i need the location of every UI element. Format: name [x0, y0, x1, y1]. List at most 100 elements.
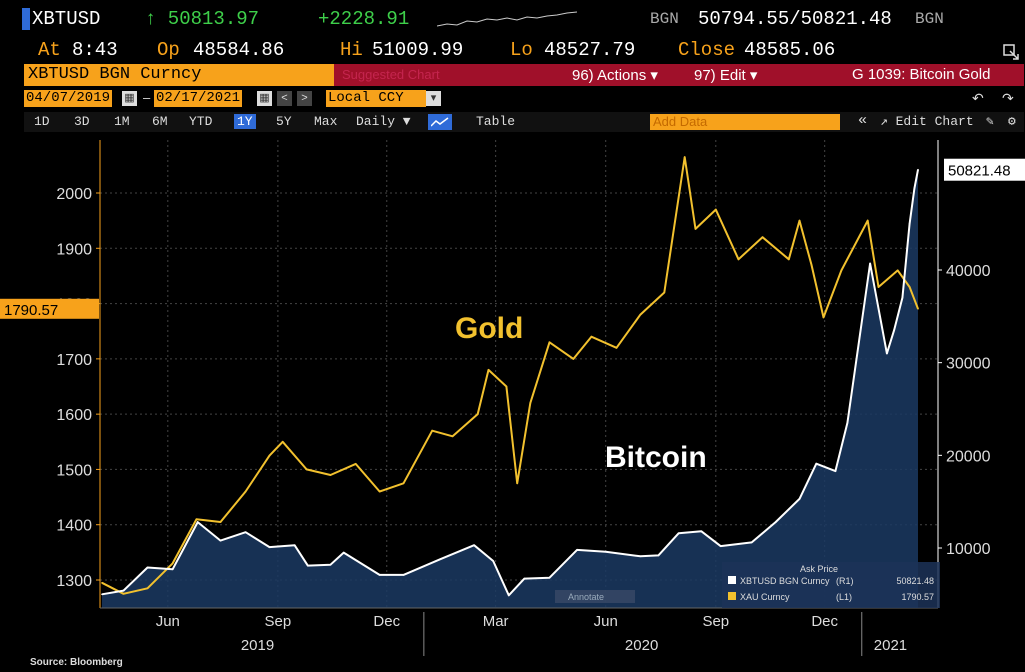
period-6m[interactable]: 6M: [152, 114, 168, 129]
x-month-label: Jun: [594, 613, 618, 630]
ticker-marker: [22, 8, 30, 30]
bitcoin-point: [171, 568, 174, 571]
bitcoin-point: [677, 532, 680, 534]
annotate-label: Annotate: [568, 592, 604, 602]
gold-point: [737, 258, 740, 261]
gold-point: [171, 562, 174, 565]
source-note: Source: Bloomberg: [30, 657, 123, 668]
left-tick-label: 1700: [56, 352, 92, 369]
left-tick-label: 1600: [56, 407, 92, 424]
gold-point: [810, 264, 813, 266]
last-price: ↑ 50813.97: [145, 8, 260, 30]
date-to-input[interactable]: 02/17/2021: [154, 90, 243, 107]
legend-axis-bitcoin: (R1): [836, 576, 854, 586]
bitcoin-last-value: 50821.48: [948, 163, 1011, 180]
gold-point: [305, 468, 308, 471]
gold-point: [866, 219, 869, 222]
gold-point: [431, 429, 434, 432]
gold-point: [451, 435, 454, 438]
legend-name-gold: XAU Curncy: [740, 592, 790, 602]
x-year-label: 2020: [625, 637, 658, 654]
bitcoin-point: [378, 574, 381, 576]
date-from-input[interactable]: 04/07/2019: [24, 90, 113, 107]
right-axis: 10000 20000 30000 40000 50821.48: [937, 140, 1025, 608]
gold-point: [487, 369, 490, 371]
toolbar: 1D 3D 1M 6M YTD 1Y 5Y Max Daily ▼ Table …: [24, 112, 1024, 132]
prev-button[interactable]: <: [277, 91, 292, 106]
security-name[interactable]: XBTUSD BGN Curncy: [28, 65, 202, 84]
next-button[interactable]: >: [297, 91, 312, 106]
bitcoin-point: [798, 498, 801, 500]
gold-last-value: 1790.57: [4, 302, 58, 319]
bitcoin-point: [639, 555, 642, 558]
bitcoin-point: [604, 550, 607, 553]
actions-menu[interactable]: 96) Actions ▾: [572, 67, 658, 84]
add-data-input[interactable]: Add Data: [650, 114, 840, 130]
gold-point: [402, 482, 405, 485]
bitcoin-last-tag: [944, 158, 1025, 181]
ohlc-bar: At 8:43 Op 48584.86 Hi 51009.99 Lo 48527…: [0, 38, 1025, 64]
high-label: Hi: [340, 39, 363, 61]
gold-point: [146, 587, 149, 590]
bitcoin-point: [917, 168, 919, 171]
period-1d[interactable]: 1D: [34, 114, 50, 129]
right-tick-label: 20000: [946, 448, 991, 465]
legend-title: Ask Price: [800, 564, 838, 574]
collapse-icon[interactable]: «: [858, 112, 868, 129]
undo-icon[interactable]: ↶: [972, 90, 984, 106]
x-month-label: Jun: [156, 613, 180, 630]
right-tick-label: 40000: [946, 263, 991, 280]
gold-point: [281, 441, 284, 443]
calendar-from-icon[interactable]: ▦: [122, 91, 137, 106]
legend-swatch-bitcoin: [728, 576, 736, 584]
export-icon[interactable]: [1003, 44, 1019, 60]
x-month-label: Dec: [811, 613, 838, 630]
line-chart-icon[interactable]: [428, 114, 452, 130]
bitcoin-point: [101, 593, 103, 596]
gear-icon[interactable]: ⚙: [1008, 114, 1016, 129]
gold-point: [840, 269, 843, 272]
security-bar: XBTUSD BGN Curncy Suggested Chart 96) Ac…: [24, 64, 1024, 86]
period-3d[interactable]: 3D: [74, 114, 90, 129]
x-month-label: Dec: [373, 613, 400, 630]
bitcoin-point: [329, 563, 332, 566]
edit-chart-button[interactable]: ↗ Edit Chart: [880, 114, 974, 129]
gold-annotation: Gold: [455, 312, 523, 345]
frequency-select[interactable]: Daily ▼: [356, 114, 411, 129]
table-button[interactable]: Table: [476, 114, 516, 129]
bitcoin-point: [700, 530, 703, 533]
price-change: +2228.91: [318, 8, 410, 30]
gold-point: [615, 347, 618, 349]
series-lines: [101, 156, 919, 597]
currency-select[interactable]: Local CCY: [326, 90, 426, 107]
bitcoin-point: [750, 541, 753, 544]
suggested-chart-hint[interactable]: Suggested Chart: [342, 67, 440, 82]
bitcoin-point: [913, 187, 916, 190]
period-max[interactable]: Max: [314, 114, 338, 129]
currency-dropdown-icon[interactable]: ▾: [426, 91, 441, 106]
period-5y[interactable]: 5Y: [276, 114, 292, 129]
edit-menu[interactable]: 97) Edit ▾: [694, 67, 758, 84]
gold-point: [877, 286, 880, 288]
high-value: 51009.99: [372, 39, 464, 61]
pencil-icon[interactable]: ✎: [986, 114, 994, 129]
calendar-to-icon[interactable]: ▦: [257, 91, 272, 106]
redo-icon[interactable]: ↷: [1002, 90, 1014, 106]
legend-name-bitcoin: XBTUSD BGN Curncy: [740, 576, 830, 586]
period-1y[interactable]: 1Y: [234, 114, 256, 129]
bitcoin-point: [122, 589, 125, 592]
annotate-button[interactable]: Annotate: [555, 590, 635, 603]
gold-point: [663, 291, 666, 294]
gold-point: [694, 228, 697, 230]
x-month-label: Mar: [483, 613, 509, 630]
bitcoin-point: [402, 574, 405, 576]
gold-point: [244, 490, 247, 493]
gold-point: [683, 156, 686, 158]
bitcoin-point: [657, 554, 660, 557]
period-ytd[interactable]: YTD: [189, 114, 213, 129]
close-label: Close: [678, 39, 736, 61]
low-value: 48527.79: [544, 39, 636, 61]
gold-point: [572, 358, 575, 360]
period-1m[interactable]: 1M: [114, 114, 130, 129]
